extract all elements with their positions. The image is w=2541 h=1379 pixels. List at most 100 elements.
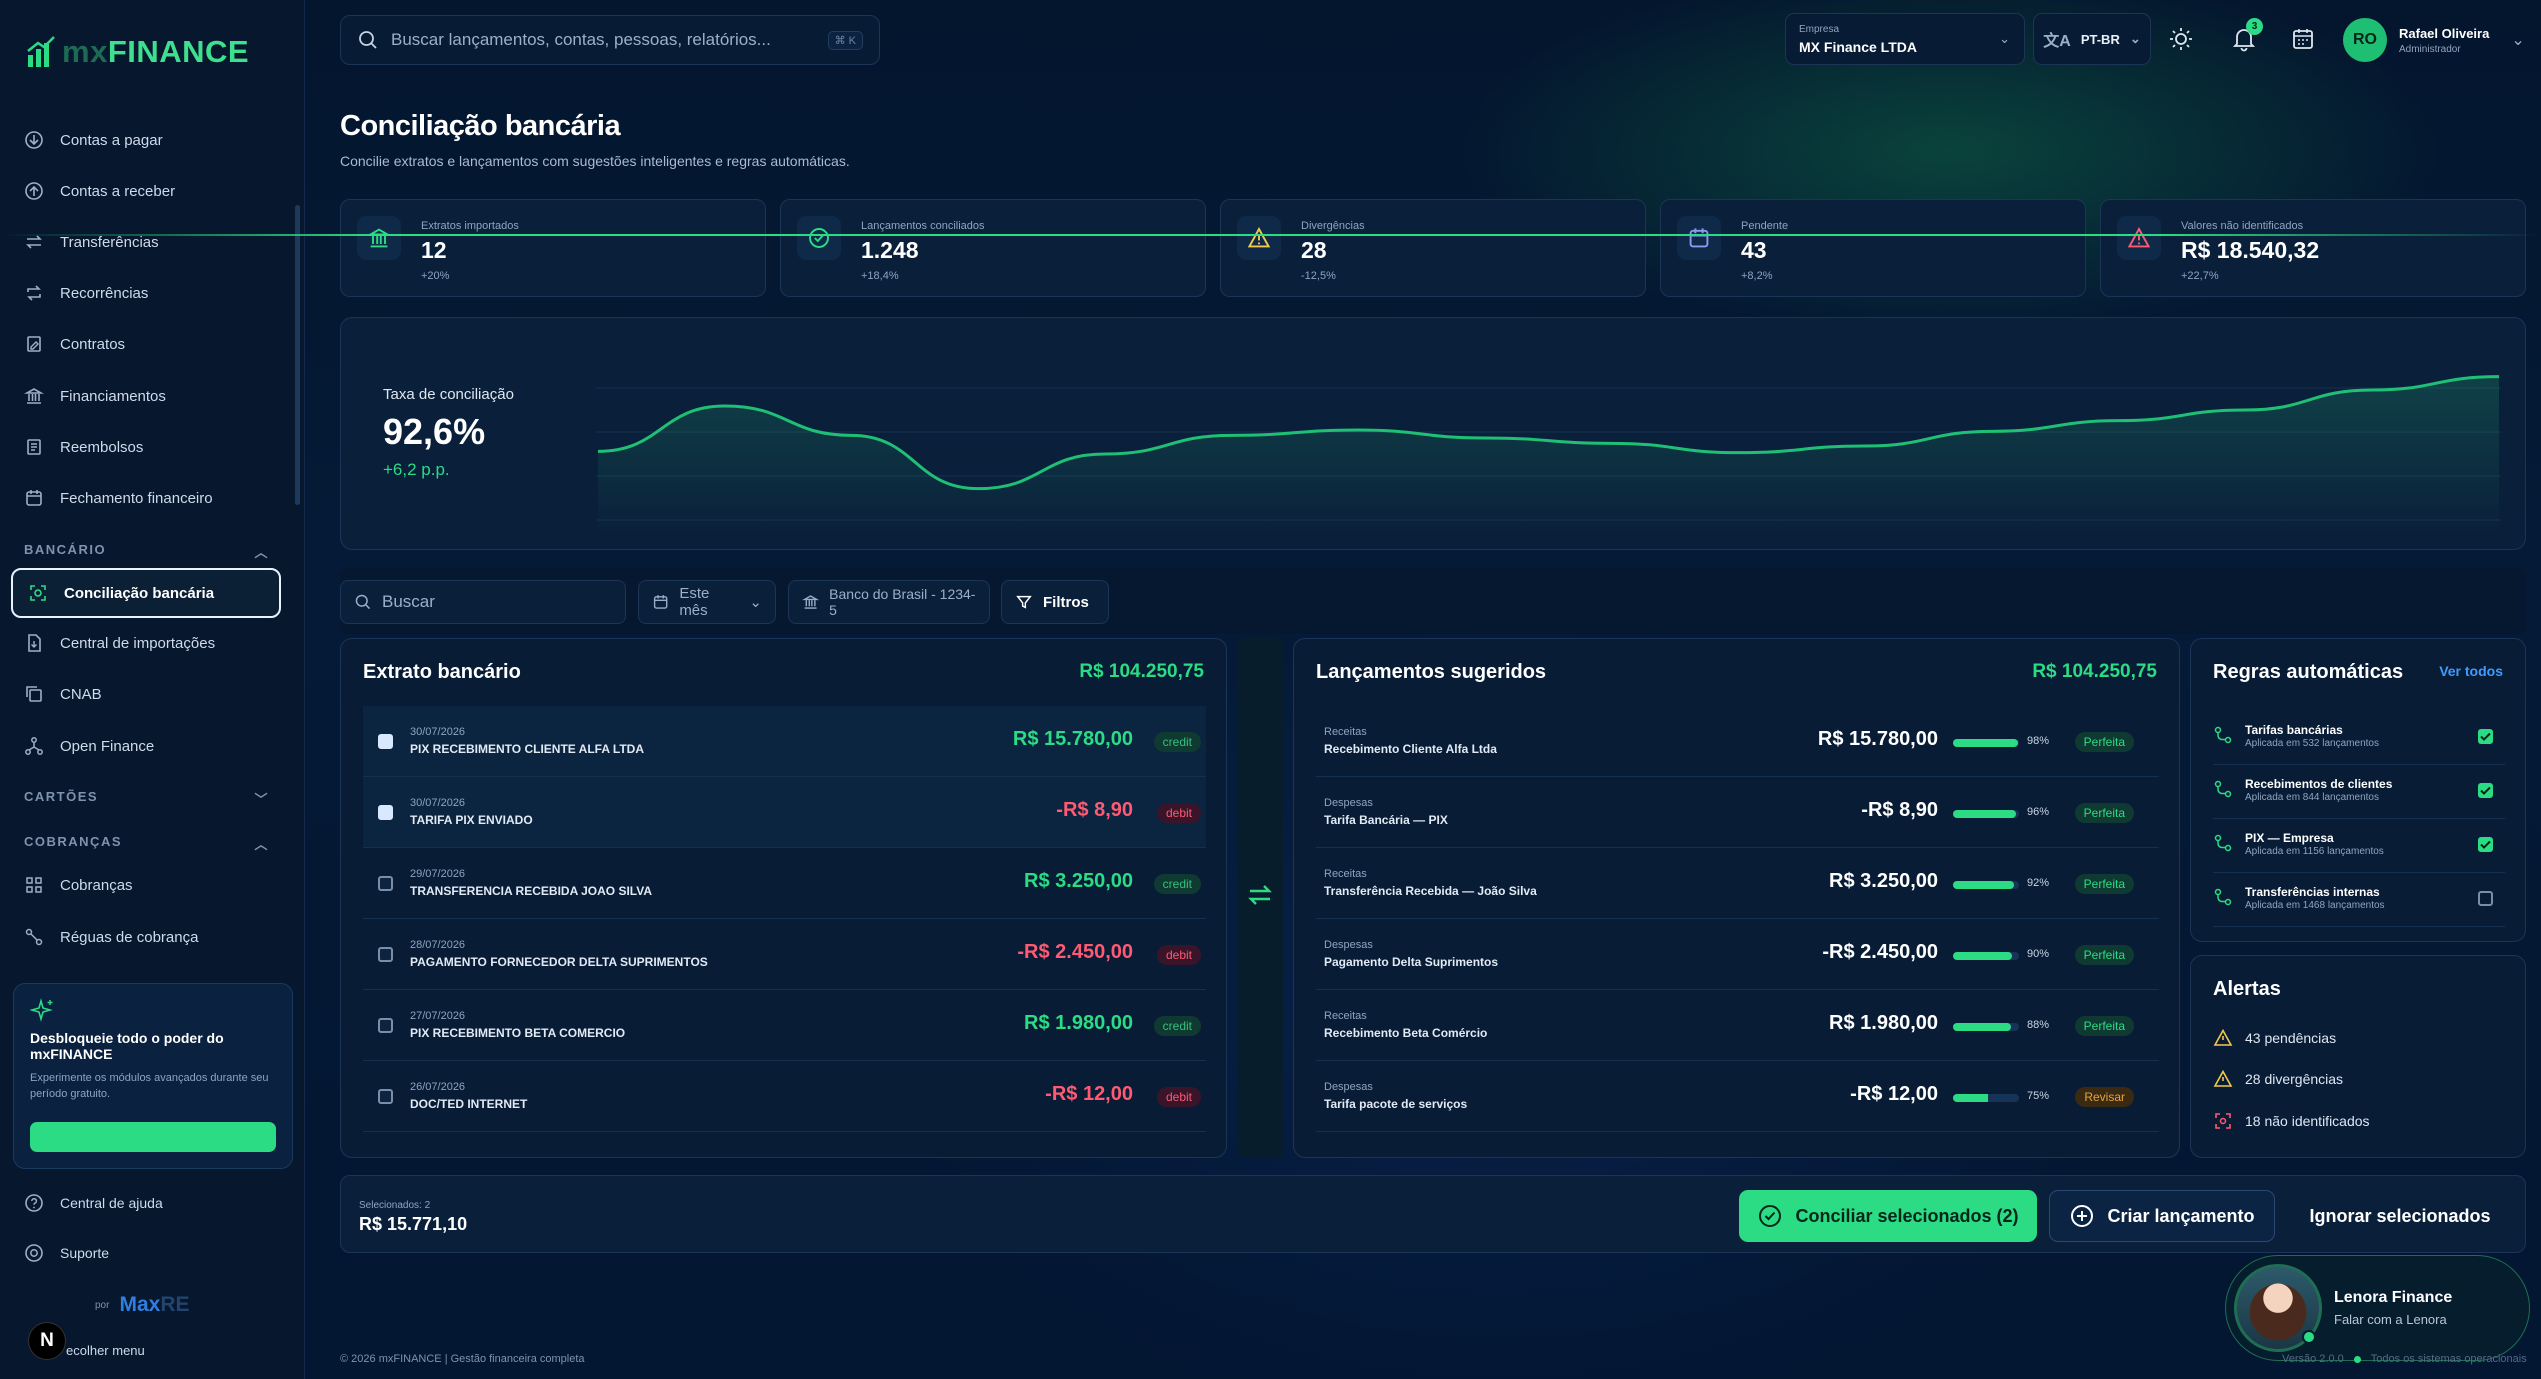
table-row[interactable]: Despesas Tarifa Bancária — PIX -R$ 8,90 96%… [1316, 777, 2159, 848]
account-select[interactable]: Banco do Brasil - 1234-5 [788, 580, 990, 624]
table-row[interactable]: 30/07/2026 TARIFA PIX ENVIADO -R$ 8,90 debi… [363, 777, 1206, 848]
chart-series-line [597, 375, 2500, 491]
table-row[interactable]: Receitas Transferência Recebida — João Si… [1316, 848, 2159, 919]
kpi-delta: +20% [421, 270, 450, 282]
sidebar-item-recorrencias[interactable]: Recorrências [22, 274, 282, 312]
row-checkbox[interactable] [378, 947, 393, 962]
sidebar-item-help[interactable]: Central de ajuda [22, 1184, 282, 1222]
sidebar-item-open-finance[interactable]: Open Finance [22, 727, 282, 765]
table-row[interactable]: Receitas Recebimento Cliente Alfa Ltda R$ … [1316, 706, 2159, 777]
rule-toggle-checkbox[interactable] [2478, 729, 2493, 744]
table-row[interactable]: 29/07/2026 TRANSFERENCIA RECEBIDA JOAO SI… [363, 848, 1206, 919]
sidebar-item-contratos[interactable]: Contratos [22, 325, 282, 363]
notifications-button[interactable]: 3 [2226, 18, 2263, 57]
row-checkbox[interactable] [378, 876, 393, 891]
dev-badge[interactable]: N [28, 1322, 66, 1360]
kpi-label: Pendente [1741, 220, 1789, 232]
sidebar-scrollbar[interactable] [295, 205, 300, 505]
table-row[interactable]: 28/07/2026 PAGAMENTO FORNECEDOR DELTA SUP… [363, 919, 1206, 990]
sun-icon [2170, 28, 2192, 50]
search-icon [355, 594, 371, 610]
promo-button[interactable] [30, 1122, 276, 1152]
sidebar-item-fechamento[interactable]: Fechamento financeiro [22, 479, 282, 517]
sidebar-item-reembolsos[interactable]: Reembolsos [22, 428, 282, 466]
sidebar-item-financiamentos[interactable]: Financiamentos [22, 377, 282, 415]
section-cartoes[interactable]: CARTÕES ﹀ [24, 789, 269, 808]
user-menu[interactable]: RO Rafael Oliveira Administrador ⌄ [2343, 17, 2525, 63]
period-select[interactable]: Este mês ⌄ [638, 580, 776, 624]
assistant-widget[interactable]: Lenora Finance Falar com a Lenora [2225, 1255, 2530, 1361]
swap-arrows-icon[interactable] [1246, 881, 1274, 909]
table-row[interactable]: 30/07/2026 PIX RECEBIMENTO CLIENTE ALFA L… [363, 706, 1206, 777]
lifebuoy-icon [22, 1241, 46, 1265]
rule-item[interactable]: PIX — Empresa Aplicada em 1156 lançamento… [2213, 819, 2505, 873]
rule-item[interactable]: Transferências internas Aplicada em 1468 … [2213, 873, 2505, 927]
help-circle-icon [22, 1191, 46, 1215]
kpi-label: Extratos importados [421, 220, 519, 232]
see-all-link[interactable]: Ver todos [2439, 663, 2503, 679]
rule-toggle-checkbox[interactable] [2478, 891, 2493, 906]
kpi-card[interactable]: Extratos importados 12 +20% [340, 199, 766, 297]
alert-item[interactable]: 18 não identificados [2213, 1111, 2370, 1131]
row-checkbox[interactable] [378, 805, 393, 820]
filter-search[interactable]: Buscar [340, 580, 626, 624]
search-input[interactable]: Buscar lançamentos, contas, pessoas, rel… [391, 30, 771, 49]
row-amount: R$ 1.980,00 [1829, 1012, 1938, 1034]
sidebar-item-label: Financiamentos [60, 387, 166, 405]
global-search[interactable]: Buscar lançamentos, contas, pessoas, rel… [340, 15, 880, 65]
check-circle-icon [1759, 1205, 1782, 1227]
kpi-card[interactable]: Lançamentos conciliados 1.248 +18,4% [780, 199, 1206, 297]
rule-toggle-checkbox[interactable] [2478, 837, 2493, 852]
kpi-card[interactable]: Valores não identificados R$ 18.540,32 +… [2100, 199, 2526, 297]
sidebar-item-contas-a-receber[interactable]: Contas a receber [22, 172, 282, 210]
kpi-value: 1.248 [861, 237, 919, 263]
calendar-icon [22, 486, 46, 510]
table-row[interactable]: 26/07/2026 DOC/TED INTERNET -R$ 12,00 debit [363, 1061, 1206, 1132]
account-value: Banco do Brasil - 1234-5 [829, 586, 976, 618]
kpi-value: 43 [1741, 237, 1767, 263]
reconcile-selected-button[interactable]: Conciliar selecionados (2) [1739, 1190, 2037, 1242]
chevron-down-icon: ⌄ [749, 594, 762, 611]
sidebar-item-support[interactable]: Suporte [22, 1234, 282, 1272]
match-bar [1953, 739, 2019, 747]
filter-search-input[interactable]: Buscar [382, 592, 435, 611]
table-row[interactable]: Despesas Pagamento Delta Suprimentos -R$ 2… [1316, 919, 2159, 990]
sidebar-item-central-importacoes[interactable]: Central de importações [22, 624, 282, 662]
sidebar-item-transferencias[interactable]: Transferências [22, 223, 282, 261]
row-checkbox[interactable] [378, 1089, 393, 1104]
table-row[interactable]: Despesas Tarifa pacote de serviços -R$ 12,… [1316, 1061, 2159, 1132]
language-select[interactable]: 文A PT-BR ⌄ [2033, 13, 2151, 65]
rule-item[interactable]: Tarifas bancárias Aplicada em 532 lançame… [2213, 711, 2505, 765]
filters-button[interactable]: Filtros [1001, 580, 1109, 624]
ignore-selected-button[interactable]: Ignorar selecionados [2309, 1205, 2491, 1226]
powered-brand-b: RE [160, 1293, 190, 1316]
row-type-badge: credit [1153, 732, 1201, 752]
company-select[interactable]: Empresa MX Finance LTDA ⌄ [1785, 13, 2025, 65]
row-description: Pagamento Delta Suprimentos [1324, 955, 1499, 969]
alert-item[interactable]: 28 divergências [2213, 1069, 2343, 1089]
user-role: Administrador [2399, 43, 2461, 55]
rule-item[interactable]: Recebimentos de clientes Aplicada em 844 … [2213, 765, 2505, 819]
section-cobrancas[interactable]: COBRANÇAS ︿ [24, 834, 269, 853]
sidebar-item-cobrancas[interactable]: Cobranças [22, 866, 282, 904]
row-checkbox[interactable] [378, 1018, 393, 1033]
theme-toggle[interactable] [2163, 21, 2199, 57]
alert-item[interactable]: 43 pendências [2213, 1028, 2336, 1048]
create-entry-button[interactable]: Criar lançamento [2049, 1190, 2275, 1242]
table-row[interactable]: 27/07/2026 PIX RECEBIMENTO BETA COMERCIO R… [363, 990, 1206, 1061]
section-bancario[interactable]: BANCÁRIO ︿ [24, 542, 269, 561]
sidebar-item-conciliacao[interactable]: Conciliação bancária [11, 568, 281, 618]
kpi-card[interactable]: Divergências 28 -12,5% [1220, 199, 1646, 297]
rule-toggle-checkbox[interactable] [2478, 783, 2493, 798]
table-row[interactable]: Receitas Recebimento Beta Comércio R$ 1.98… [1316, 990, 2159, 1061]
row-checkbox[interactable] [378, 734, 393, 749]
collapse-menu[interactable]: ecolher menu [66, 1343, 145, 1358]
sidebar-item-reguas[interactable]: Réguas de cobrança [22, 918, 282, 956]
calendar-button[interactable] [2285, 21, 2321, 57]
sidebar-item-cnab[interactable]: CNAB [22, 675, 282, 713]
assistant-avatar [2234, 1264, 2322, 1352]
kpi-card[interactable]: Pendente 43 +8,2% [1660, 199, 2086, 297]
sidebar-item-contas-a-pagar[interactable]: Contas a pagar [22, 121, 282, 159]
promo-text: Experimente os módulos avançados durante… [30, 1072, 269, 1100]
app-logo[interactable]: mxFINANCE [26, 34, 249, 70]
